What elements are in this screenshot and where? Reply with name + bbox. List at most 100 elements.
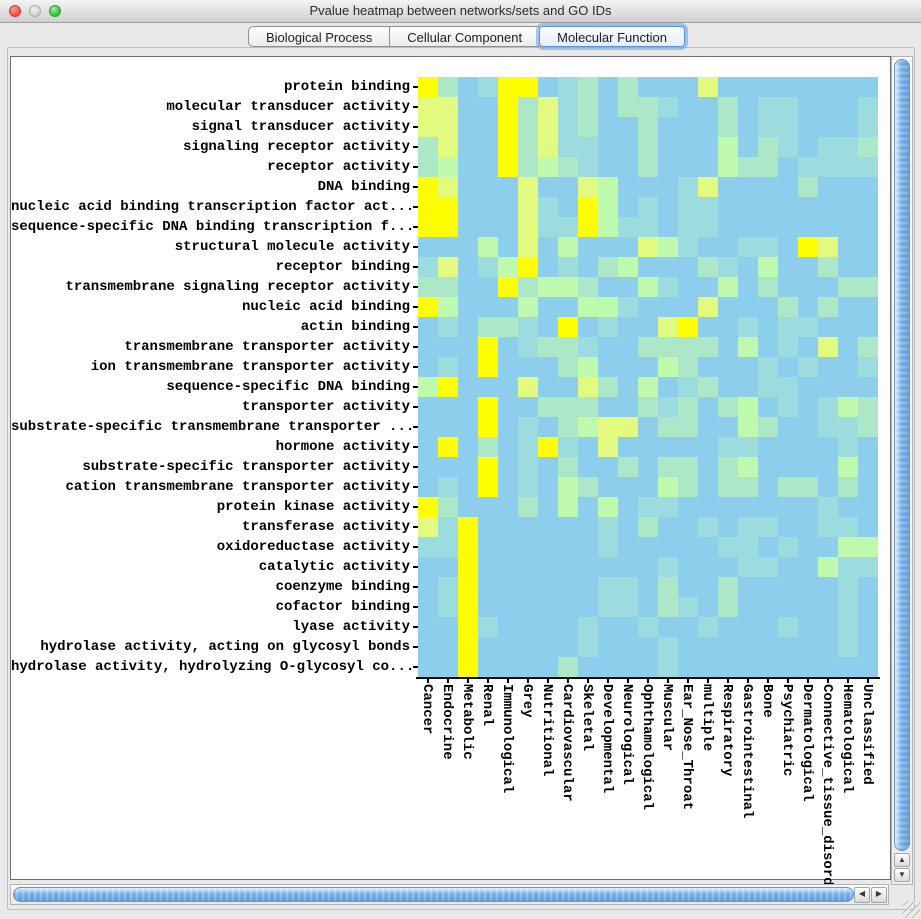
heatmap-cell xyxy=(578,517,598,537)
heatmap-cell xyxy=(418,337,438,357)
heatmap-cell xyxy=(678,537,698,557)
heatmap-cell xyxy=(558,497,578,517)
y-tick xyxy=(413,526,418,528)
heatmap-cell xyxy=(518,437,538,457)
heatmap-cell xyxy=(798,117,818,137)
heatmap-cell xyxy=(818,497,838,517)
heatmap-cell xyxy=(778,497,798,517)
heatmap-cell xyxy=(798,517,818,537)
y-tick xyxy=(413,306,418,308)
heatmap-cell xyxy=(418,417,438,437)
heatmap-cell xyxy=(418,577,438,597)
heatmap-cell xyxy=(798,497,818,517)
heatmap-cell xyxy=(698,397,718,417)
heatmap-cell xyxy=(818,177,838,197)
heatmap-cell xyxy=(658,297,678,317)
heatmap-cell xyxy=(438,237,458,257)
heatmap-cell xyxy=(478,657,498,677)
tab-molecular-function[interactable]: Molecular Function xyxy=(539,26,685,47)
heatmap-cell xyxy=(438,657,458,677)
heatmap-cell xyxy=(718,557,738,577)
scroll-left-button[interactable]: ◀ xyxy=(854,887,870,903)
heatmap-cell xyxy=(758,357,778,377)
heatmap-cell xyxy=(678,417,698,437)
heatmap-cell xyxy=(598,257,618,277)
heatmap-cell xyxy=(598,657,618,677)
heatmap-cell xyxy=(418,177,438,197)
heatmap-cell xyxy=(718,317,738,337)
heatmap-cell xyxy=(458,97,478,117)
heatmap-cell xyxy=(518,277,538,297)
row-label: substrate-specific transporter activity xyxy=(82,459,410,475)
column-label: Cardiovascular xyxy=(559,684,575,802)
heatmap-cell xyxy=(518,557,538,577)
tab-cellular-component[interactable]: Cellular Component xyxy=(389,26,540,47)
heatmap-cell xyxy=(718,257,738,277)
heatmap-cell xyxy=(818,357,838,377)
tab-biological-process[interactable]: Biological Process xyxy=(248,26,390,47)
heatmap-cell xyxy=(638,277,658,297)
heatmap-cell xyxy=(478,157,498,177)
scroll-down-button[interactable]: ▼ xyxy=(894,868,910,882)
heatmap-cell xyxy=(798,577,818,597)
heatmap-cell xyxy=(598,617,618,637)
heatmap-cell xyxy=(538,337,558,357)
heatmap-cell xyxy=(498,477,518,497)
column-label: Unclassified xyxy=(859,684,875,785)
vertical-scrollbar[interactable]: ▲ ▼ xyxy=(891,56,913,885)
heatmap-cell xyxy=(498,237,518,257)
heatmap-cell xyxy=(698,537,718,557)
heatmap-cell xyxy=(558,597,578,617)
heatmap-cell xyxy=(518,457,538,477)
column-label: Respiratory xyxy=(719,684,735,777)
heatmap-panel: protein binding molecular transducer acti… xyxy=(10,56,891,902)
heatmap-cell xyxy=(738,117,758,137)
heatmap-cell xyxy=(618,637,638,657)
horizontal-scrollbar-thumb[interactable] xyxy=(13,887,854,902)
heatmap-cell xyxy=(578,597,598,617)
heatmap-cell xyxy=(418,477,438,497)
minimize-window-button[interactable] xyxy=(29,5,41,17)
heatmap-cell xyxy=(638,657,658,677)
x-tick xyxy=(687,679,689,683)
heatmap-cell xyxy=(438,317,458,337)
heatmap-cell xyxy=(558,357,578,377)
scroll-right-button[interactable]: ▶ xyxy=(871,887,887,903)
heatmap-cell xyxy=(458,477,478,497)
window-resize-grip[interactable] xyxy=(903,901,920,918)
y-tick xyxy=(413,366,418,368)
zoom-window-button[interactable] xyxy=(49,5,61,17)
heatmap-cell xyxy=(778,357,798,377)
row-label: transporter activity xyxy=(241,399,410,415)
heatmap-cell xyxy=(518,217,538,237)
close-window-button[interactable] xyxy=(9,5,21,17)
heatmap-cell xyxy=(498,97,518,117)
heatmap-cell xyxy=(638,137,658,157)
heatmap-cell xyxy=(518,117,538,137)
heatmap-cell xyxy=(698,277,718,297)
heatmap-cell xyxy=(438,117,458,137)
scroll-up-button[interactable]: ▲ xyxy=(894,853,910,867)
heatmap-cell xyxy=(638,357,658,377)
heatmap-cell xyxy=(838,577,858,597)
heatmap-cell xyxy=(578,297,598,317)
heatmap-cell xyxy=(438,397,458,417)
heatmap-cell xyxy=(738,577,758,597)
heatmap-cell xyxy=(678,497,698,517)
row-label: cofactor binding xyxy=(275,599,410,615)
heatmap-cell xyxy=(798,617,818,637)
heatmap-cell xyxy=(538,477,558,497)
heatmap-cell xyxy=(518,637,538,657)
heatmap-cell xyxy=(618,157,638,177)
heatmap-cell xyxy=(458,497,478,517)
heatmap-cell xyxy=(558,617,578,637)
heatmap-cell xyxy=(798,637,818,657)
heatmap-cell xyxy=(638,197,658,217)
heatmap-cell xyxy=(798,297,818,317)
horizontal-scrollbar[interactable]: ◀ ▶ xyxy=(10,884,889,905)
heatmap-cell xyxy=(618,177,638,197)
vertical-scrollbar-thumb[interactable] xyxy=(894,59,910,851)
heatmap-cell xyxy=(458,537,478,557)
row-label: nucleic acid binding transcription facto… xyxy=(11,199,415,215)
